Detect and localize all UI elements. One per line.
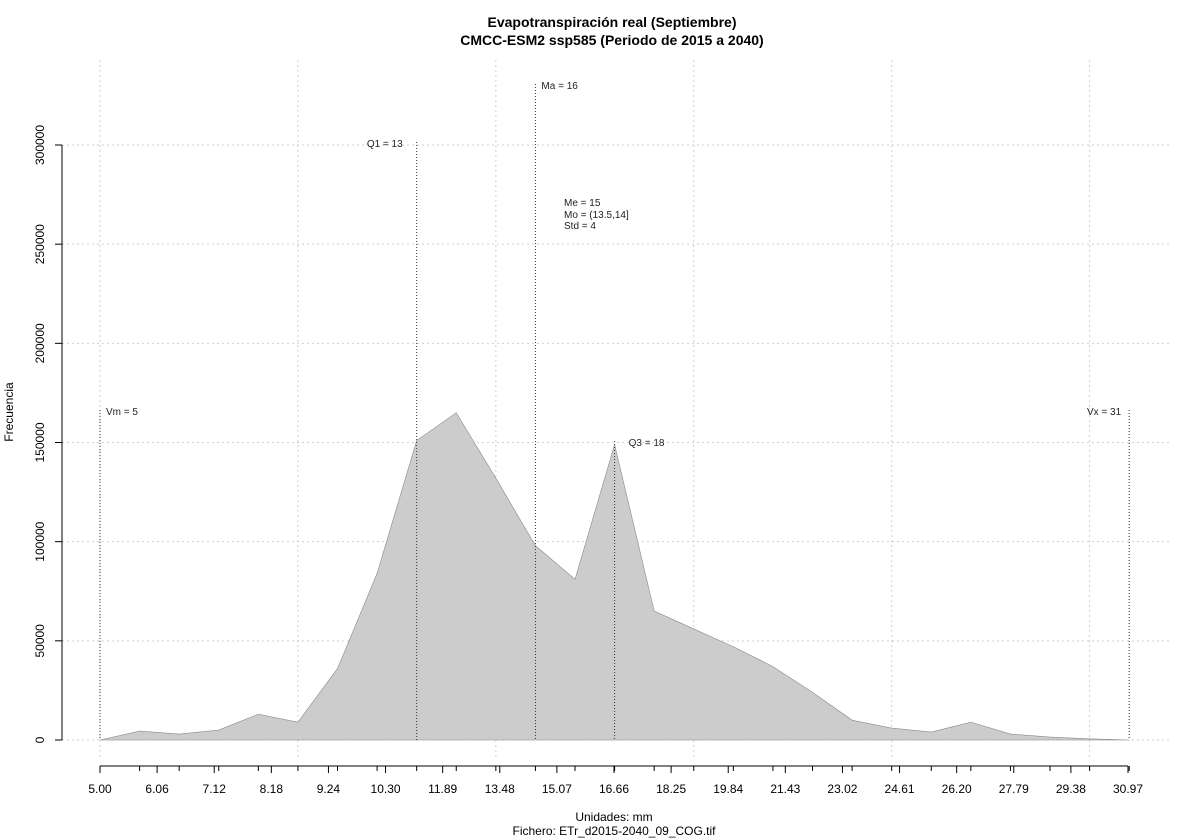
reference-line-label: Q1 = 13 <box>367 139 403 150</box>
x-tick-label: 29.38 <box>1056 782 1086 796</box>
x-tick-label: 5.00 <box>88 782 112 796</box>
stat-median: Me = 15 <box>564 198 601 209</box>
x-tick-label: 19.84 <box>713 782 743 796</box>
stat-std: Std = 4 <box>564 221 596 232</box>
x-tick-label: 6.06 <box>145 782 169 796</box>
x-tick-label: 27.79 <box>999 782 1029 796</box>
file-caption: Fichero: ETr_d2015-2040_09_COG.tif <box>513 824 717 838</box>
y-tick-label: 150000 <box>33 422 47 462</box>
reference-line-label: Ma = 16 <box>541 81 578 92</box>
stat-mode: Mo = (13.5,14] <box>564 210 629 221</box>
x-tick-label: 13.48 <box>485 782 515 796</box>
x-tick-label: 15.07 <box>542 782 572 796</box>
y-tick-label: 100000 <box>33 521 47 561</box>
x-tick-label: 21.43 <box>770 782 800 796</box>
reference-line-label: Vm = 5 <box>106 407 138 418</box>
x-axis-title: Unidades: mm <box>575 810 652 824</box>
chart-subtitle: CMCC-ESM2 ssp585 (Periodo de 2015 a 2040… <box>460 32 763 48</box>
x-tick-label: 23.02 <box>827 782 857 796</box>
x-tick-label: 30.97 <box>1113 782 1143 796</box>
reference-line-label: Vx = 31 <box>1087 407 1122 418</box>
x-tick-label: 9.24 <box>317 782 341 796</box>
x-tick-label: 7.12 <box>203 782 227 796</box>
y-tick-label: 50000 <box>33 624 47 658</box>
reference-line-label: Q3 = 18 <box>629 438 665 449</box>
y-tick-label: 300000 <box>33 125 47 165</box>
x-tick-label: 16.66 <box>599 782 629 796</box>
y-tick-label: 0 <box>33 736 47 743</box>
y-tick-label: 250000 <box>33 224 47 264</box>
x-tick-label: 26.20 <box>942 782 972 796</box>
x-tick-label: 18.25 <box>656 782 686 796</box>
y-axis-title: Frecuencia <box>2 382 16 442</box>
x-tick-label: 10.30 <box>371 782 401 796</box>
x-tick-label: 11.89 <box>428 782 457 796</box>
x-tick-label: 8.18 <box>260 782 284 796</box>
y-tick-label: 200000 <box>33 323 47 363</box>
chart-title: Evapotranspiración real (Septiembre) <box>488 14 737 30</box>
axes: 0 50000 100000 150000 200000 250000 300000 5.00… <box>33 125 1143 796</box>
x-tick-label: 24.61 <box>885 782 915 796</box>
reference-lines: Vm = 5 Q1 = 13 Ma = 16 Q3 = 18 Vx = 31 <box>99 81 1130 740</box>
